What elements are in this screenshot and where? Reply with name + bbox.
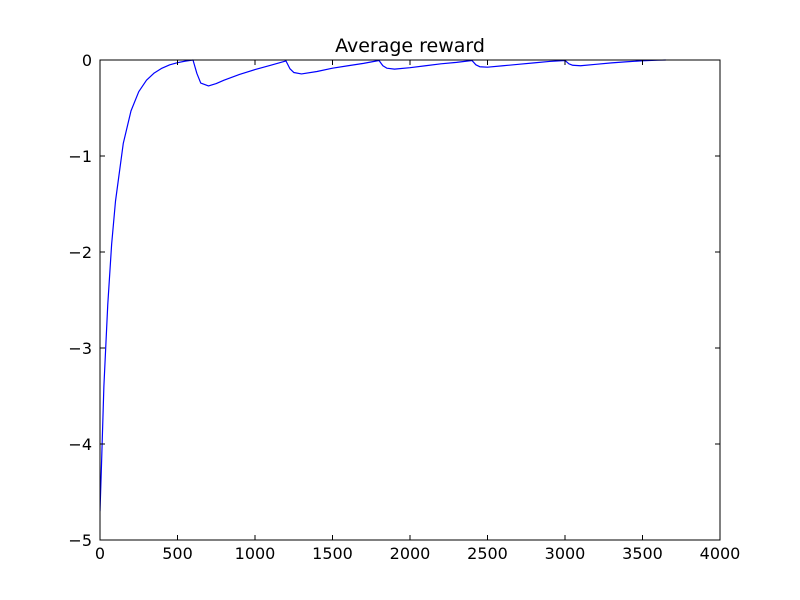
y-tick-label: −3 [68, 339, 92, 358]
x-tick-label: 1500 [312, 544, 353, 563]
x-tick-label: 500 [162, 544, 193, 563]
y-tick-label: 0 [82, 51, 92, 70]
series-line [100, 59, 666, 512]
x-tick-label: 4000 [700, 544, 741, 563]
x-tick-label: 0 [95, 544, 105, 563]
x-tick-label: 2500 [467, 544, 508, 563]
tick-group: 0 500 1000 1500 2000 2500 3000 3500 4000 0 −1 −2 −3 −… [68, 51, 740, 563]
x-tick-label: 2000 [390, 544, 431, 563]
chart-title: Average reward [335, 35, 485, 57]
y-tick-label: −5 [68, 531, 92, 550]
x-tick-label: 1000 [235, 544, 276, 563]
y-tick-label: −2 [68, 243, 92, 262]
x-tick-label: 3000 [545, 544, 586, 563]
y-tick-label: −4 [68, 435, 92, 454]
y-tick-label: −1 [68, 147, 92, 166]
x-tick-label: 3500 [622, 544, 663, 563]
plot-frame [99, 59, 721, 541]
series-group [100, 59, 666, 512]
